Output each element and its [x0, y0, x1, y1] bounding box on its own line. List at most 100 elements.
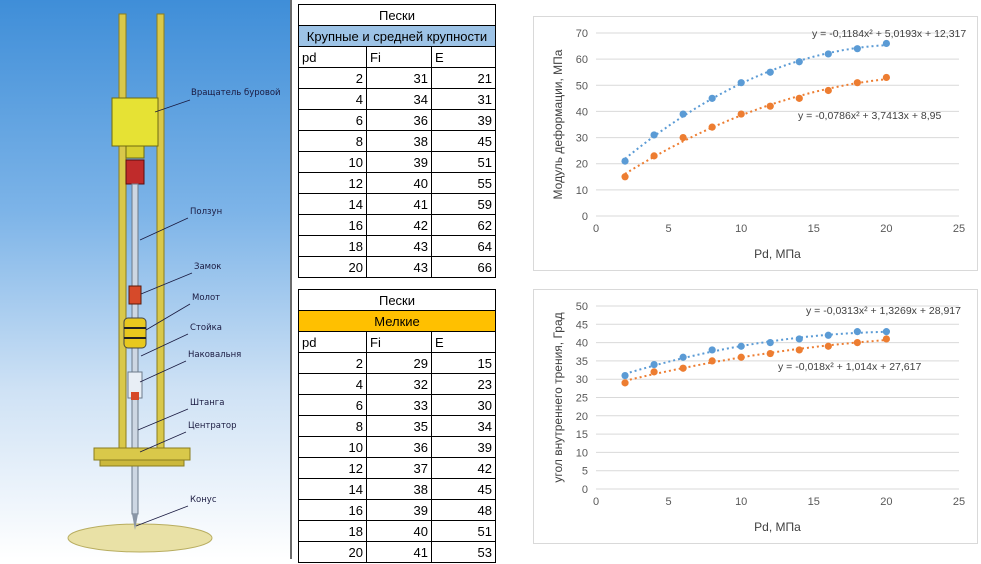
y-tick-label: 45 [576, 319, 588, 331]
trendline-equation: y = -0,1184x² + 5,0193x + 12,317 [812, 28, 966, 40]
table-subtitle: Крупные и средней крупности [298, 25, 496, 47]
data-point [621, 157, 629, 165]
y-tick-label: 0 [582, 484, 588, 496]
table-title: Пески [298, 289, 496, 311]
cell-e: 23 [431, 373, 496, 395]
cell-e: 51 [431, 151, 496, 173]
trendline-equation: y = -0,0786x² + 3,7413x + 8,95 [798, 110, 941, 122]
cell-e: 55 [431, 172, 496, 194]
data-point [737, 353, 745, 361]
cell-fi: 38 [366, 130, 432, 152]
data-point [766, 339, 774, 347]
cell-pd: 20 [298, 541, 367, 563]
table-row: 2 29 15 [298, 352, 496, 374]
cell-fi: 31 [366, 67, 432, 89]
cell-pd: 6 [298, 394, 367, 416]
data-point [679, 133, 687, 142]
x-tick-label: 10 [735, 223, 747, 235]
cell-pd: 10 [298, 436, 367, 458]
cell-fi: 36 [366, 109, 432, 131]
cell-e: 66 [431, 256, 496, 278]
chart-1-svg: 0 5 10 15 20 25 30 35 40 45 50 0 5 10 15 20 25 Pd, МПа уго… [551, 301, 965, 534]
data-point [650, 368, 658, 376]
cell-e: 39 [431, 109, 496, 131]
table-row: 20 41 53 [298, 541, 496, 563]
cell-pd: 8 [298, 415, 367, 437]
callout-cone: Конус [190, 495, 217, 505]
header-fi: Fi [366, 331, 432, 353]
x-axis-label: Pd, МПа [754, 247, 801, 261]
cell-pd: 12 [298, 457, 367, 479]
lock [128, 285, 142, 305]
data-point [795, 58, 803, 66]
y-tick-label: 25 [576, 393, 588, 405]
callout-lock: Замок [194, 262, 222, 272]
hammer [123, 317, 147, 349]
cell-pd: 6 [298, 109, 367, 131]
cell-e: 34 [431, 415, 496, 437]
trendline-equation: y = -0,018x² + 1,014x + 27,617 [778, 361, 921, 373]
data-point [882, 335, 890, 343]
y-tick-label: 0 [582, 211, 588, 223]
data-point [795, 94, 803, 102]
cell-e: 62 [431, 214, 496, 236]
cell-fi: 39 [366, 499, 432, 521]
cell-e: 64 [431, 235, 496, 257]
illustration-panel: Вращатель буровой Ползун Замок Молот Сто… [0, 0, 290, 559]
base-plate [67, 523, 213, 553]
x-tick-label: 20 [880, 496, 892, 508]
table-row: 14 41 59 [298, 193, 496, 215]
trendline-series-0 [624, 330, 887, 375]
cell-pd: 16 [298, 499, 367, 521]
cell-fi: 36 [366, 436, 432, 458]
cell-pd: 14 [298, 478, 367, 500]
cell-e: 51 [431, 520, 496, 542]
penetrometer-rig-illustration [67, 13, 213, 553]
data-point [853, 45, 861, 53]
y-tick-label: 10 [576, 185, 588, 197]
cell-fi: 40 [366, 520, 432, 542]
table-row: 10 39 51 [298, 151, 496, 173]
y-axis-label: угол внутреннего трения, Град [551, 312, 565, 482]
y-tick-label: 40 [576, 338, 588, 350]
panel-separator [290, 0, 292, 559]
callout-rotator: Вращатель буровой [191, 88, 281, 98]
cell-e: 45 [431, 478, 496, 500]
callout-rod: Штанга [190, 398, 225, 408]
data-point [737, 79, 745, 87]
y-tick-label: 5 [582, 466, 588, 478]
cell-fi: 29 [366, 352, 432, 374]
y-tick-label: 15 [576, 429, 588, 441]
cell-pd: 4 [298, 373, 367, 395]
data-point [708, 94, 716, 102]
data-point [621, 371, 629, 380]
cell-e: 59 [431, 193, 496, 215]
y-tick-label: 35 [576, 356, 588, 368]
cell-pd: 14 [298, 193, 367, 215]
x-axis-label: Pd, МПа [754, 520, 801, 534]
cell-e: 21 [431, 67, 496, 89]
table-row: 10 36 39 [298, 436, 496, 458]
data-point [679, 110, 687, 118]
table-row: 2 31 21 [298, 67, 496, 89]
table-row: 6 36 39 [298, 109, 496, 131]
data-point [679, 364, 687, 372]
cell-fi: 42 [366, 214, 432, 236]
cell-pd: 12 [298, 172, 367, 194]
x-tick-label: 10 [735, 496, 747, 508]
callout-anvil: Наковальня [188, 350, 242, 360]
data-point [824, 342, 832, 350]
cell-e: 30 [431, 394, 496, 416]
cell-pd: 16 [298, 214, 367, 236]
y-tick-label: 20 [576, 159, 588, 171]
rotator-box [111, 97, 159, 147]
data-point [650, 131, 658, 139]
cell-e: 42 [431, 457, 496, 479]
data-point [853, 79, 861, 87]
data-point [882, 39, 890, 48]
data-point [650, 360, 658, 369]
cell-pd: 2 [298, 352, 367, 374]
cell-e: 53 [431, 541, 496, 563]
trendline-series-0 [624, 44, 887, 160]
cell-fi: 40 [366, 172, 432, 194]
